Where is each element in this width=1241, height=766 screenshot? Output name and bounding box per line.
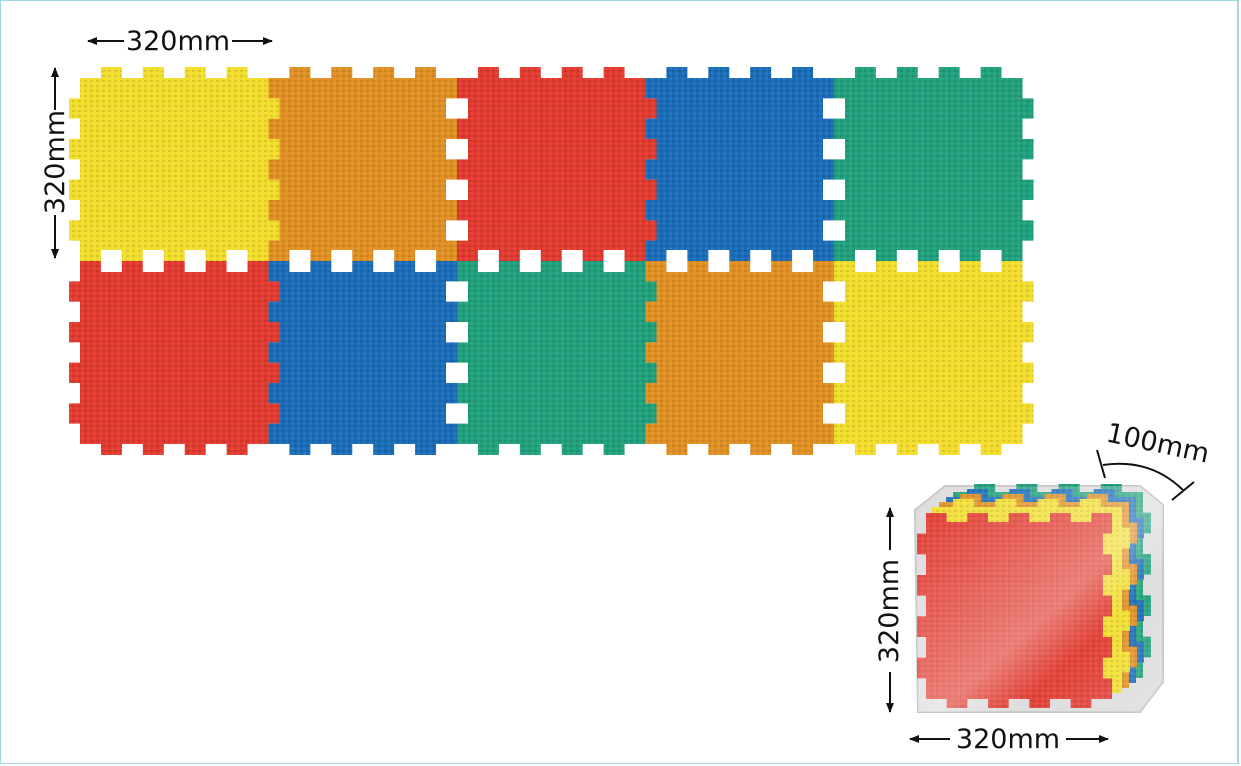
tile-r1-c5-texture: [834, 67, 1034, 261]
tile-r2-c2: [268, 261, 457, 455]
top-width-label: 320mm: [126, 26, 230, 57]
tile-r1-c3-texture: [457, 67, 657, 261]
stack-height-label: 320mm: [874, 559, 905, 663]
tile-r2-c4-texture: [645, 261, 834, 455]
tile-r1-c2: [268, 67, 457, 261]
tile-r1-c4-texture: [645, 67, 834, 261]
tile-r2-c1: [69, 261, 280, 455]
tile-r2-c5-texture: [834, 261, 1034, 455]
tile-r1-c3: [457, 67, 657, 261]
left-height-label: 320mm: [40, 110, 71, 214]
tile-r1-c5: [834, 67, 1034, 261]
tile-r1-c4: [645, 67, 834, 261]
tile-r2-c3: [457, 261, 657, 455]
stack-width-dimension: 320mm: [909, 724, 1109, 755]
stack-width-label: 320mm: [956, 724, 1060, 755]
tile-r1-c1: [69, 67, 280, 261]
mat-grid: [69, 67, 1034, 455]
top-width-dimension: 320mm: [87, 26, 273, 57]
wrap-highlight: [915, 486, 1163, 712]
tile-r1-c2-texture: [268, 67, 457, 261]
stack-height-dimension: 320mm: [874, 507, 905, 713]
tile-r2-c5: [834, 261, 1034, 455]
tile-r2-c3-texture: [457, 261, 657, 455]
tile-r2-c4: [645, 261, 834, 455]
tile-r2-c2-texture: [268, 261, 457, 455]
tile-r2-c1-texture: [69, 261, 280, 455]
left-height-dimension: 320mm: [40, 67, 71, 259]
tile-r1-c1-texture: [69, 67, 280, 261]
packed-stack: [913, 484, 1164, 713]
thickness-label: 100mm: [1104, 418, 1212, 470]
